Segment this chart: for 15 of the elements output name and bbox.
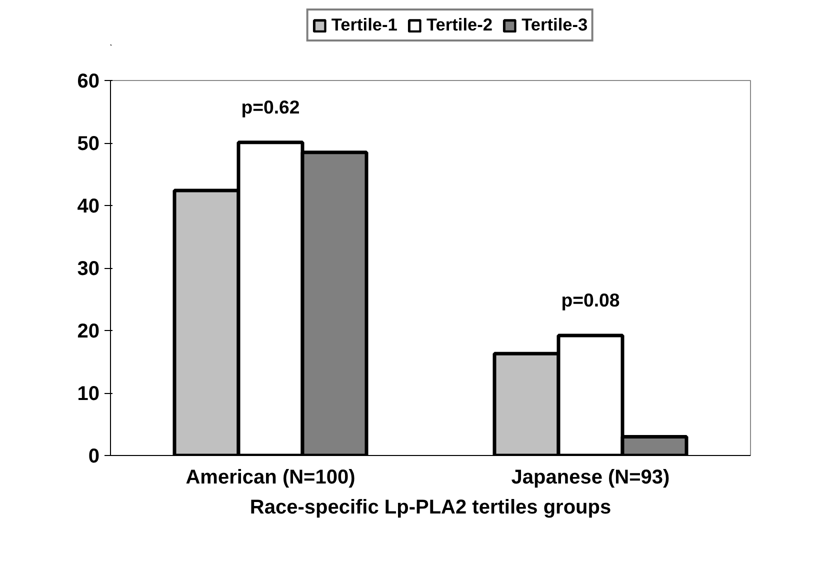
x-tick-label: American (N=100) (186, 466, 356, 488)
y-tick-label: 40 (77, 196, 100, 218)
y-tick-label: 0 (88, 446, 100, 468)
y-tick-label: 60 (77, 70, 100, 92)
y-tick-label: 20 (77, 320, 100, 342)
y-tick-label: 50 (77, 133, 100, 155)
annotation: p=0.08 (561, 290, 620, 310)
y-tick-label: 30 (77, 258, 100, 280)
legend-label: Tertile-1 (331, 14, 398, 36)
y-tick-label: 10 (77, 383, 100, 405)
x-tick-label: Japanese (N=93) (511, 466, 670, 488)
x-axis-title: Race-specific Lp-PLA2 tertiles groups (250, 496, 612, 518)
legend-label: Tertile-2 (426, 14, 493, 36)
legend-label: Tertile-3 (522, 14, 588, 36)
annotation: p=0.62 (241, 96, 300, 118)
